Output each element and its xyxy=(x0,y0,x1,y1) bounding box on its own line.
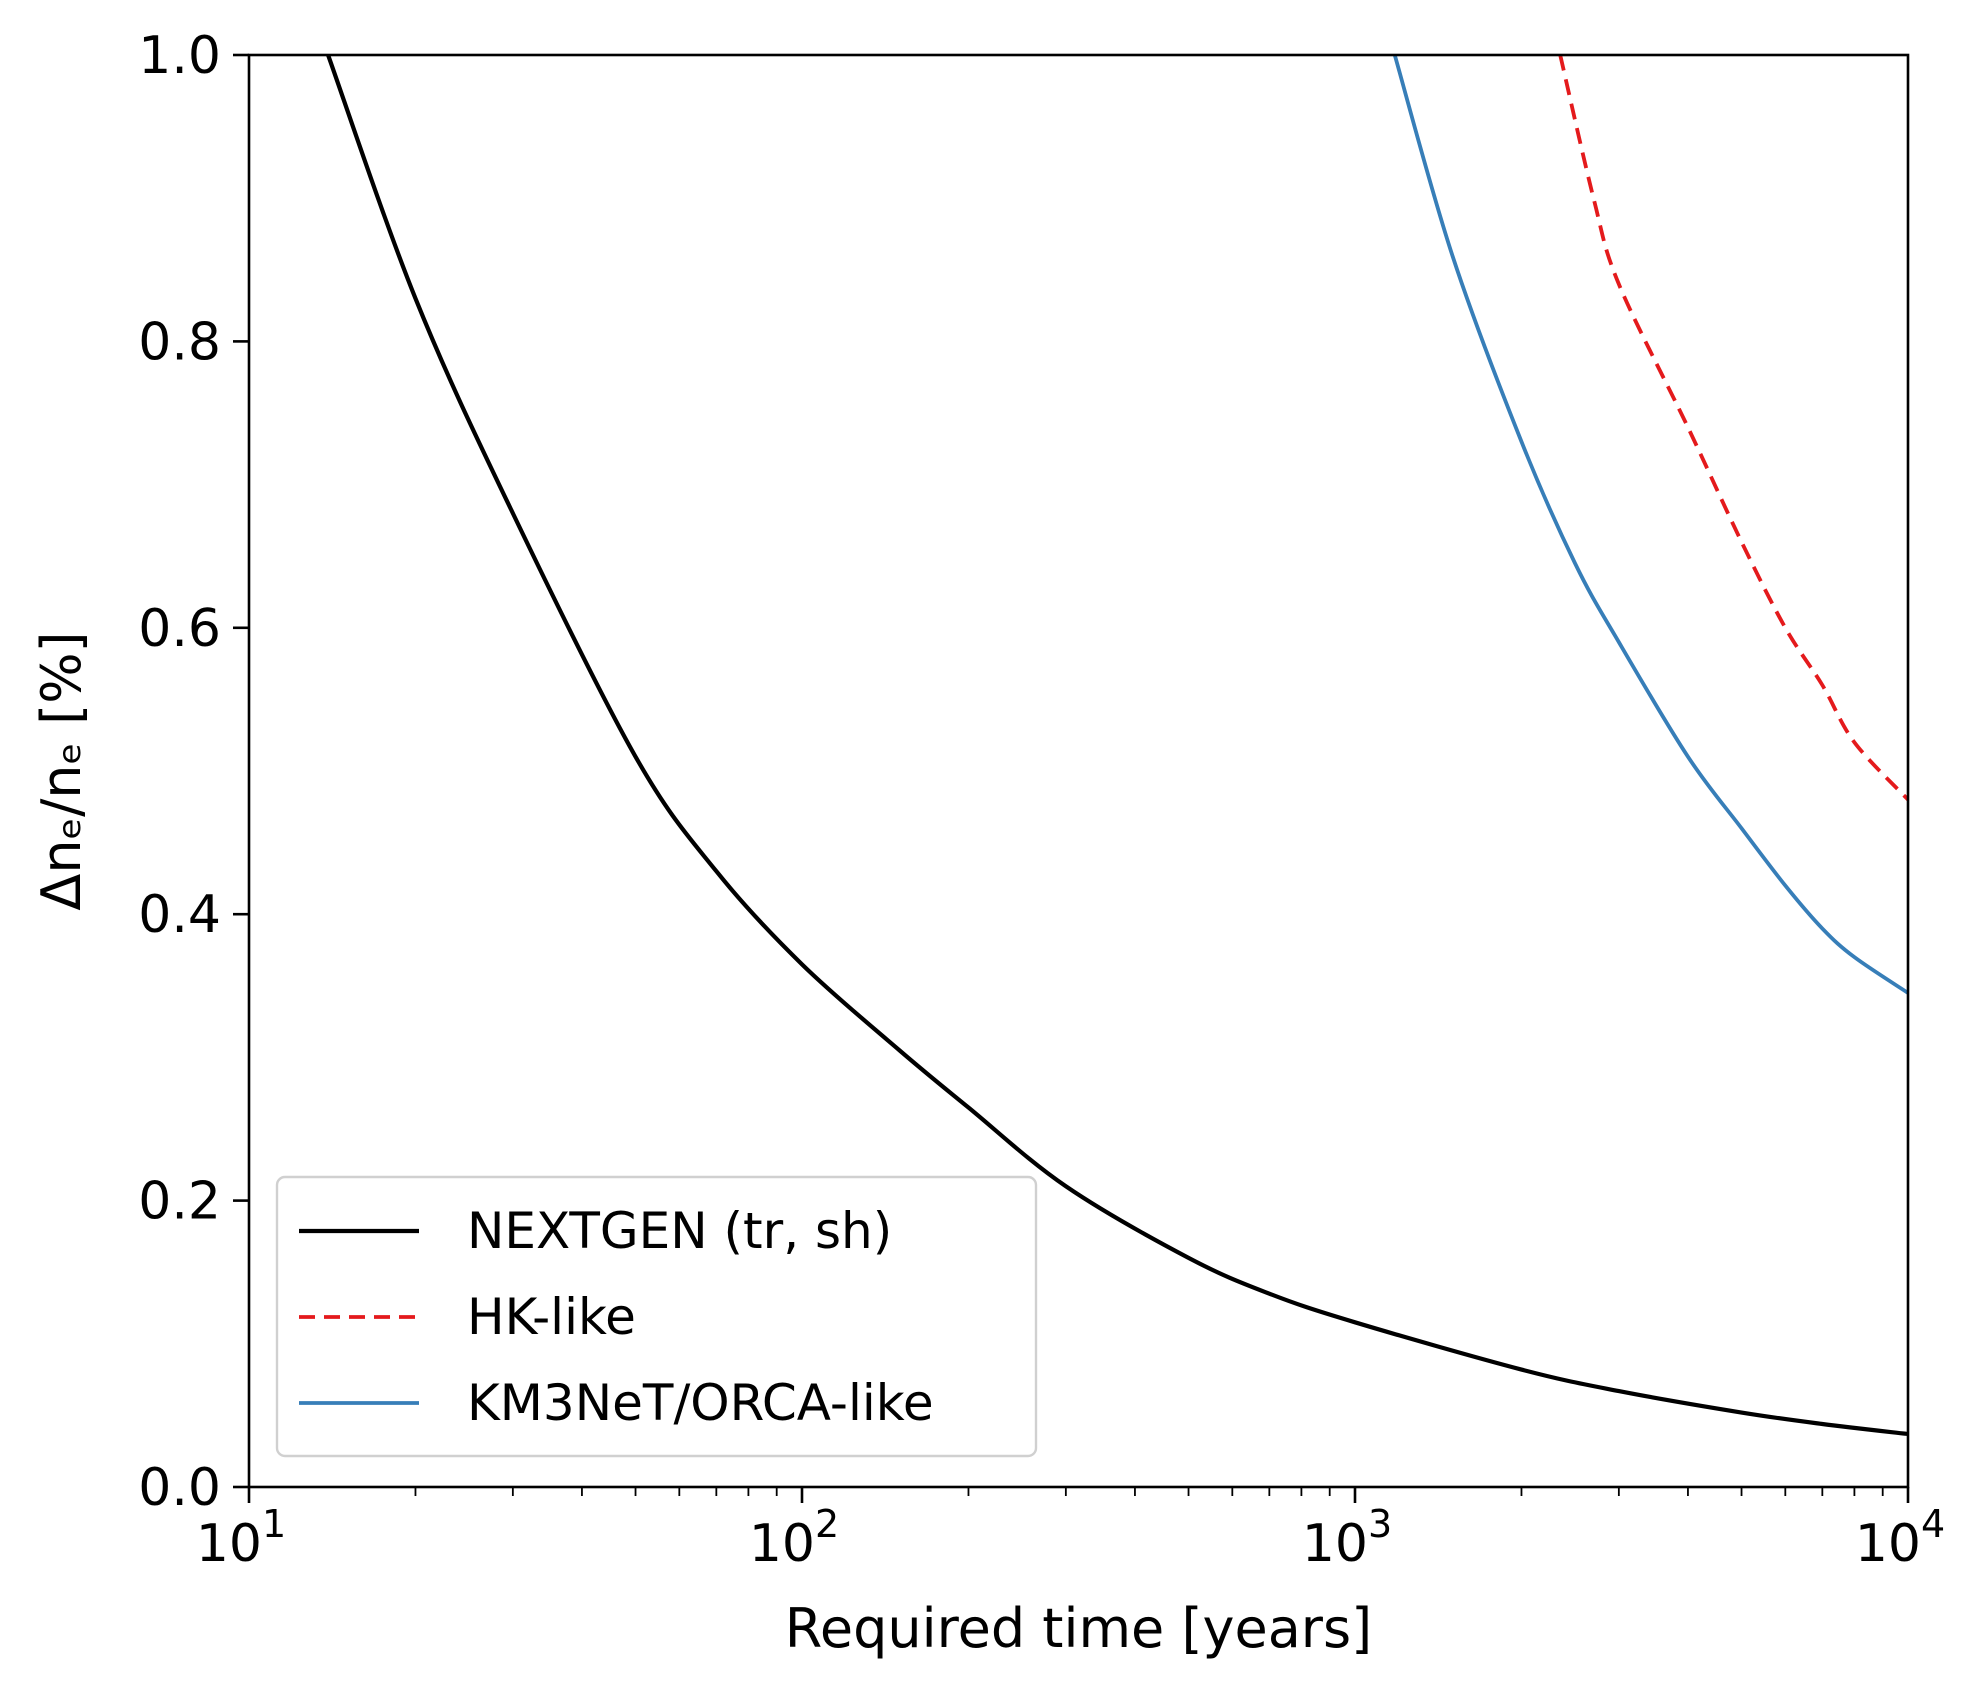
x-tick-exponent: 3 xyxy=(1368,1502,1392,1546)
x-tick-label: 104 xyxy=(1855,1502,1945,1574)
legend-box xyxy=(275,1175,1038,1458)
legend: NEXTGEN (tr, sh) HK-like KM3NeT/ORCA-like xyxy=(275,1175,1038,1458)
series-line-km3net-orca-like xyxy=(1392,55,1908,995)
y-tick-label: 0.8 xyxy=(138,312,221,372)
y-tick-label: 0.4 xyxy=(138,885,221,945)
x-tick-base: 10 xyxy=(749,1514,815,1574)
y-tick-label: 0.6 xyxy=(138,599,221,659)
x-tick-exponent: 1 xyxy=(262,1502,286,1546)
series-line-nextgen-tr-sh xyxy=(326,55,1908,1437)
legend-label: KM3NeT/ORCA-like xyxy=(467,1374,934,1432)
plot-frame xyxy=(247,53,1910,1489)
series-layer xyxy=(326,55,1908,1437)
x-tick-base: 10 xyxy=(1302,1514,1368,1574)
x-tick-label: 103 xyxy=(1302,1502,1392,1574)
x-tick-base: 10 xyxy=(196,1514,262,1574)
legend-label: NEXTGEN (tr, sh) xyxy=(467,1202,892,1260)
x-tick-label: 101 xyxy=(196,1502,286,1574)
x-axis-title: Required time [years] xyxy=(785,1597,1372,1660)
series-line-hk-like xyxy=(1558,55,1908,801)
x-tick-exponent: 2 xyxy=(815,1502,839,1546)
legend-label: HK-like xyxy=(467,1288,636,1346)
x-tick-label: 102 xyxy=(749,1502,839,1574)
y-tick-label: 0.2 xyxy=(138,1172,221,1232)
y-tick-label: 1.0 xyxy=(138,26,221,86)
y-tick-label: 0.0 xyxy=(138,1458,221,1518)
x-tick-exponent: 4 xyxy=(1921,1502,1945,1546)
y-axis-title: Δnₑ/nₑ [%] xyxy=(30,631,93,910)
x-tick-base: 10 xyxy=(1855,1514,1921,1574)
